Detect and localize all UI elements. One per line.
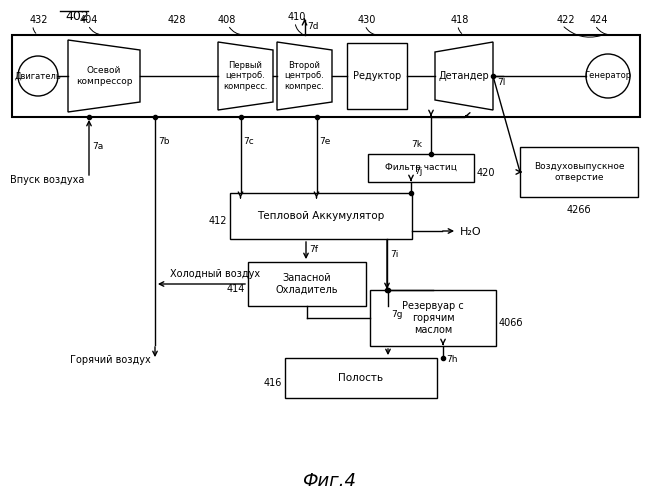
Text: 426б: 426б bbox=[567, 205, 592, 215]
Text: Редуктор: Редуктор bbox=[353, 71, 401, 81]
Bar bbox=[520, 147, 638, 197]
Text: 7h: 7h bbox=[446, 355, 457, 364]
Text: 410: 410 bbox=[288, 12, 307, 22]
Bar bbox=[12, 35, 640, 117]
Text: 432: 432 bbox=[30, 15, 49, 25]
Text: Осевой
компрессор: Осевой компрессор bbox=[76, 66, 132, 86]
Text: Фиг.4: Фиг.4 bbox=[302, 472, 356, 490]
Text: 412: 412 bbox=[209, 216, 227, 226]
Text: Холодный воздух: Холодный воздух bbox=[170, 269, 260, 279]
Text: Тепловой Аккумулятор: Тепловой Аккумулятор bbox=[257, 211, 385, 221]
Text: Полость: Полость bbox=[338, 373, 384, 383]
Text: Генератор: Генератор bbox=[584, 72, 632, 80]
Bar bbox=[248, 262, 366, 306]
Text: 7d: 7d bbox=[307, 22, 319, 31]
Text: 7i: 7i bbox=[390, 250, 398, 259]
Text: 406б: 406б bbox=[499, 318, 524, 328]
Text: 7j: 7j bbox=[414, 167, 422, 176]
Text: Двигатель: Двигатель bbox=[14, 72, 61, 80]
Text: 428: 428 bbox=[168, 15, 186, 25]
Text: 7a: 7a bbox=[92, 142, 103, 151]
Text: 424: 424 bbox=[590, 15, 609, 25]
Text: 7f: 7f bbox=[309, 245, 318, 254]
Text: Воздуховыпускное
отверстие: Воздуховыпускное отверстие bbox=[534, 162, 624, 182]
Bar bbox=[230, 193, 412, 239]
Text: Второй
центроб.
компрес.: Второй центроб. компрес. bbox=[284, 61, 324, 91]
Text: 414: 414 bbox=[226, 284, 245, 294]
Text: 7k: 7k bbox=[411, 140, 422, 149]
Text: Горячий воздух: Горячий воздух bbox=[70, 355, 151, 365]
Text: H₂O: H₂O bbox=[460, 227, 482, 237]
Text: 430: 430 bbox=[358, 15, 376, 25]
Text: 404: 404 bbox=[80, 15, 99, 25]
Text: 7l: 7l bbox=[497, 78, 505, 87]
Text: 402: 402 bbox=[65, 10, 89, 23]
Text: 7e: 7e bbox=[320, 137, 331, 146]
Text: 408: 408 bbox=[218, 15, 236, 25]
Text: 7c: 7c bbox=[243, 137, 254, 146]
Text: 420: 420 bbox=[477, 168, 495, 178]
Bar bbox=[370, 290, 496, 346]
Bar bbox=[285, 358, 437, 398]
Bar bbox=[368, 154, 474, 182]
Bar bbox=[347, 43, 407, 109]
Text: Впуск воздуха: Впуск воздуха bbox=[10, 175, 84, 185]
Text: 416: 416 bbox=[264, 378, 282, 388]
Text: Фильтр частиц: Фильтр частиц bbox=[385, 164, 457, 172]
Text: Детандер: Детандер bbox=[439, 71, 490, 81]
Text: Первый
центроб.
компресс.: Первый центроб. компресс. bbox=[223, 61, 268, 91]
Text: Запасной
Охладитель: Запасной Охладитель bbox=[276, 273, 338, 295]
Text: 7g: 7g bbox=[391, 310, 403, 319]
Text: 418: 418 bbox=[451, 15, 469, 25]
Text: Резервуар с
горячим
маслом: Резервуар с горячим маслом bbox=[402, 302, 464, 334]
Text: 422: 422 bbox=[557, 15, 576, 25]
Text: 7b: 7b bbox=[158, 137, 170, 146]
